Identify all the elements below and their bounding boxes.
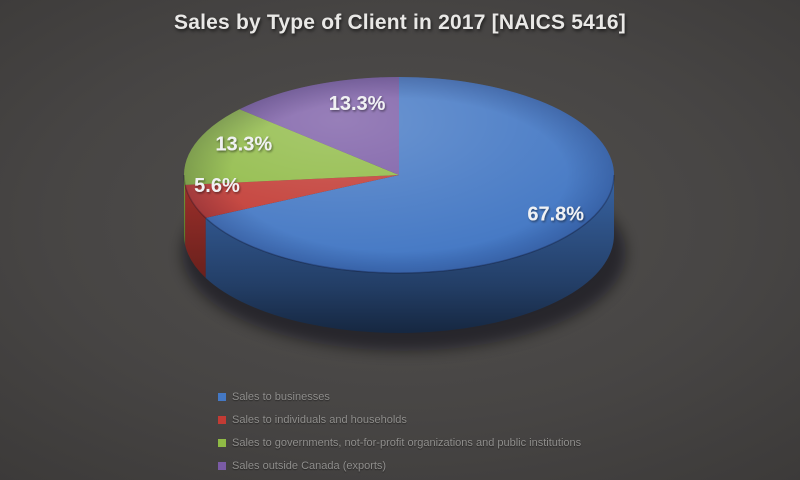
legend-item-label: Sales to governments, not-for-profit org… — [232, 436, 582, 449]
legend-item: Sales to businesses — [218, 385, 581, 408]
slice-label-0: 67.8% — [527, 204, 584, 226]
slice-label-1: 5.6% — [194, 175, 240, 197]
legend-marker — [218, 438, 226, 447]
legend-item: Sales to governments, not-for-profit org… — [218, 431, 581, 454]
pie-vignette-overlay — [184, 77, 614, 273]
legend-item: Sales to individuals and households — [218, 408, 581, 431]
legend-item-label: Sales to businesses — [232, 390, 330, 403]
pie-slice-side-1 — [185, 184, 206, 278]
pie-slice-side-0 — [205, 175, 614, 334]
legend-marker — [218, 461, 226, 470]
legend-item-label: Sales to individuals and households — [232, 413, 407, 426]
legend-item: Sales outside Canada (exports) — [218, 454, 581, 477]
legend: Sales to businesses Sales to individuals … — [218, 385, 581, 477]
legend-marker — [218, 392, 226, 401]
chart-title: Sales by Type of Client in 2017 [NAICS 5… — [174, 11, 626, 34]
slice-label-2: 13.3% — [215, 133, 272, 155]
legend-marker — [218, 415, 226, 424]
legend-item-label: Sales outside Canada (exports) — [232, 459, 387, 472]
slice-label-3: 13.3% — [329, 93, 386, 115]
pie-slice-side-2 — [184, 175, 186, 245]
